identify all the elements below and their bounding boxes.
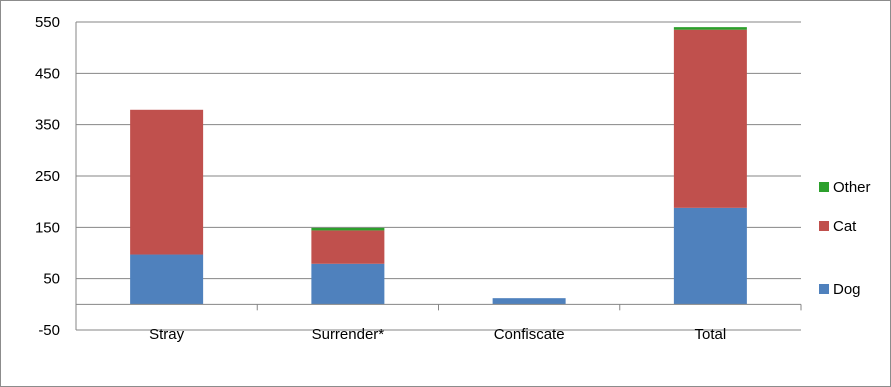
bar-other-3	[673, 27, 747, 30]
bar-dog-3	[673, 207, 747, 305]
legend-label-cat: Cat	[833, 218, 857, 235]
x-tick-label: Surrender*	[312, 326, 385, 343]
axes	[75, 22, 802, 330]
bar-cat-3	[673, 29, 747, 208]
legend-swatch-dog	[819, 284, 829, 294]
x-tick-label: Stray	[149, 326, 185, 343]
bars	[130, 27, 747, 305]
legend-swatch-other	[819, 182, 829, 192]
bar-dog-1	[311, 263, 385, 305]
y-tick-label: -50	[38, 322, 60, 339]
bar-cat-0	[130, 109, 204, 255]
legend-label-dog: Dog	[833, 281, 861, 298]
bar-dog-0	[130, 254, 204, 305]
x-tick-label: Total	[695, 326, 727, 343]
bar-other-1	[311, 227, 385, 231]
legend-label-other: Other	[833, 179, 871, 196]
legend-swatch-cat	[819, 221, 829, 231]
x-tick-labels: Stray Surrender* Confiscate Total	[149, 326, 726, 343]
y-tick-labels: 550 450 350 250 150 50 -50	[35, 14, 60, 339]
y-tick-label: 350	[35, 117, 60, 134]
y-tick-label: 450	[35, 65, 60, 82]
legend: Other Cat Dog	[819, 179, 871, 298]
x-tick-label: Confiscate	[494, 326, 565, 343]
y-tick-label: 50	[43, 271, 60, 288]
bar-cat-1	[311, 230, 385, 264]
y-tick-label: 150	[35, 219, 60, 236]
y-tick-label: 250	[35, 168, 60, 185]
bar-dog-2	[492, 298, 566, 305]
y-tick-label: 550	[35, 14, 60, 31]
